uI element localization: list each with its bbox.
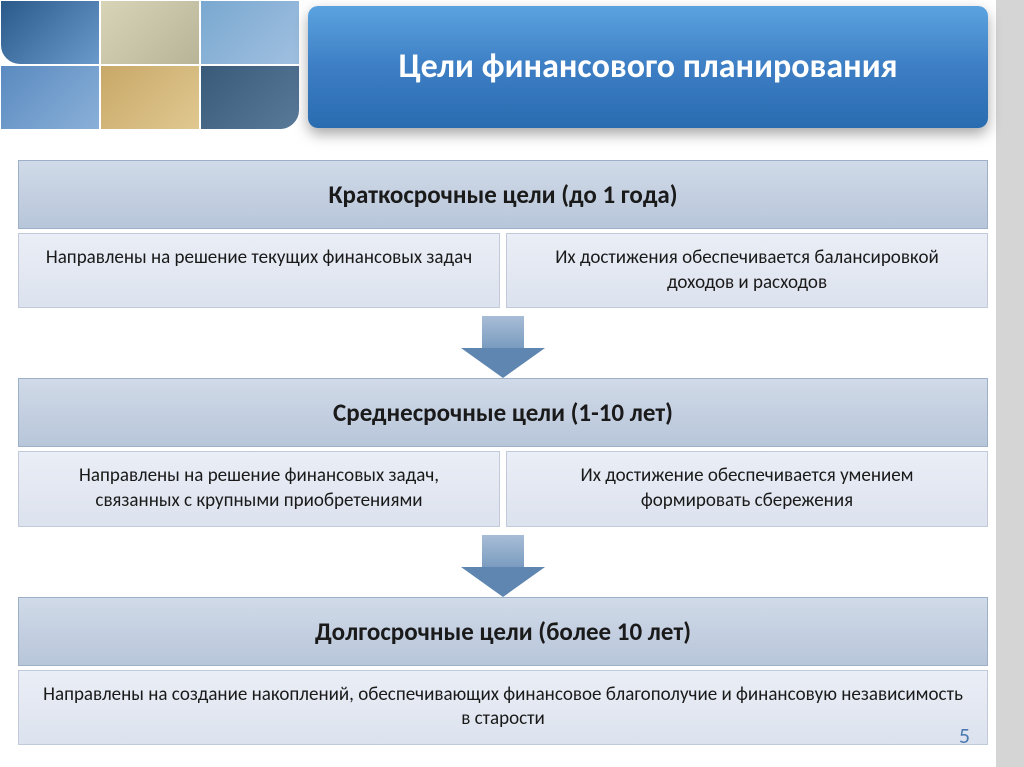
- short-term-block: Краткосрочные цели (до 1 года) Направлен…: [18, 160, 988, 308]
- long-term-header: Долгосрочные цели (более 10 лет): [18, 597, 988, 666]
- short-term-cell-left: Направлены на решение текущих финансовых…: [18, 233, 500, 308]
- flowchart: Краткосрочные цели (до 1 года) Направлен…: [18, 160, 988, 753]
- decor-tile: [0, 65, 100, 130]
- decor-tile: [200, 65, 300, 130]
- long-term-cell: Направлены на создание накоплений, обесп…: [18, 670, 988, 745]
- arrow-down-icon: [18, 535, 988, 597]
- decor-tile: [100, 65, 200, 130]
- medium-term-cell-left: Направлены на решение финансовых задач, …: [18, 451, 500, 526]
- decor-tile: [100, 0, 200, 65]
- page-number: 5: [959, 722, 970, 749]
- short-term-cell-right: Их достижения обеспечивается балансировк…: [506, 233, 988, 308]
- decorative-image-grid: [0, 0, 300, 130]
- slide-title: Цели финансового планирования: [308, 6, 988, 128]
- medium-term-row: Направлены на решение финансовых задач, …: [18, 451, 988, 526]
- short-term-row: Направлены на решение текущих финансовых…: [18, 233, 988, 308]
- short-term-header: Краткосрочные цели (до 1 года): [18, 160, 988, 229]
- arrow-down-icon: [18, 316, 988, 378]
- right-sidebar: [996, 0, 1024, 767]
- medium-term-block: Среднесрочные цели (1-10 лет) Направлены…: [18, 378, 988, 526]
- decor-tile: [0, 0, 100, 65]
- decor-tile: [200, 0, 300, 65]
- long-term-block: Долгосрочные цели (более 10 лет) Направл…: [18, 597, 988, 745]
- medium-term-header: Среднесрочные цели (1-10 лет): [18, 378, 988, 447]
- medium-term-cell-right: Их достижение обеспечивается умением фор…: [506, 451, 988, 526]
